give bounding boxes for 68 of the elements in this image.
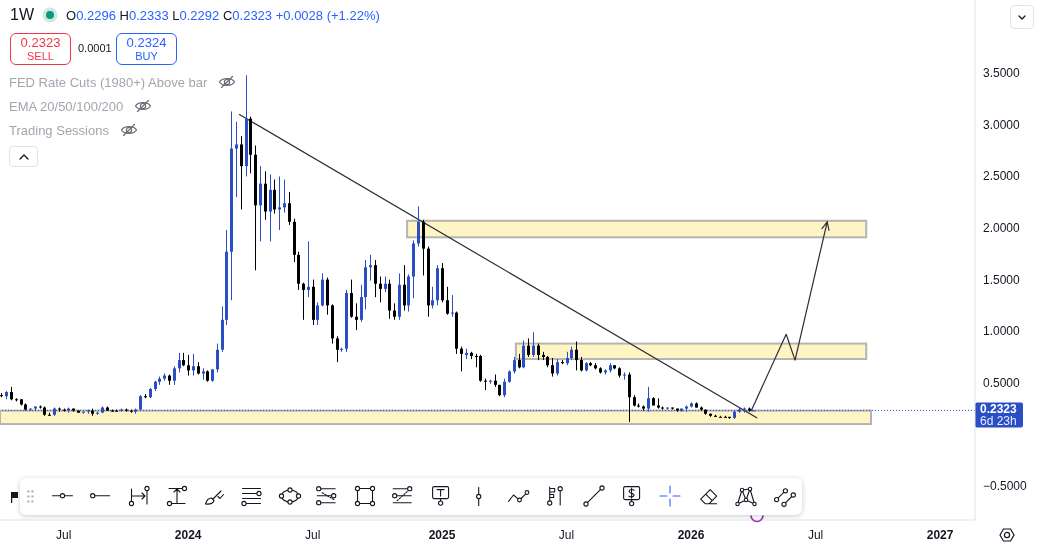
buy-button: 0.2324 BUY xyxy=(116,33,177,65)
y-tick-label: 1.0000 xyxy=(983,324,1021,339)
candlestick xyxy=(628,371,631,423)
x-tick-label: Jul xyxy=(305,528,321,542)
annotation: Trading Sessions xyxy=(9,122,109,138)
candlestick xyxy=(336,335,339,363)
y-tick-label: 1.5000 xyxy=(983,272,1021,287)
candlestick xyxy=(259,165,262,242)
candlestick xyxy=(417,205,420,248)
candlestick xyxy=(379,276,382,303)
candlestick xyxy=(240,135,243,210)
annotation: EMA 20/50/100/200 xyxy=(9,98,124,114)
candlestick xyxy=(307,240,310,298)
y-tick-label: 2.5000 xyxy=(983,169,1021,184)
x-tick-label: Jul xyxy=(558,528,575,542)
candlestick xyxy=(350,279,353,319)
candlestick xyxy=(360,284,363,323)
candlestick xyxy=(484,378,487,391)
sell-button: 0.2323 SELL xyxy=(10,33,71,65)
x-tick-label: 2026 xyxy=(677,528,705,542)
candlestick xyxy=(369,254,372,282)
candlestick xyxy=(269,173,272,242)
candlestick xyxy=(192,353,195,377)
candlestick xyxy=(532,331,535,358)
x-tick-label: 2027 xyxy=(926,528,954,542)
x-tick-label: 2024 xyxy=(174,528,202,542)
candlestick xyxy=(278,175,281,231)
candlestick xyxy=(527,337,530,358)
y-tick-label: 3.5000 xyxy=(983,66,1021,81)
candlestick xyxy=(460,346,463,372)
candlestick xyxy=(288,191,291,226)
annotation: FED Rate Cuts (1980+) Above bar xyxy=(9,74,208,90)
y-tick-label: 3.0000 xyxy=(983,117,1021,132)
candlestick xyxy=(302,282,305,321)
candlestick xyxy=(39,404,42,410)
annotation: 0.2323 xyxy=(19,35,62,50)
candlestick xyxy=(623,371,626,381)
x-tick-label: 2025 xyxy=(428,528,456,542)
candlestick xyxy=(575,341,578,371)
candlestick xyxy=(551,357,554,378)
candlestick xyxy=(374,259,377,298)
candlestick xyxy=(173,365,176,386)
candlestick xyxy=(235,121,238,198)
candlestick xyxy=(178,352,181,373)
candlestick xyxy=(503,378,506,398)
candlestick xyxy=(273,179,276,215)
annotation: BUY xyxy=(134,50,159,63)
y-tick-label: −0.5000 xyxy=(983,478,1028,493)
candlestick xyxy=(446,286,449,316)
y-tick-label: 0.5000 xyxy=(983,375,1021,390)
text: O0.2296 H0.2333 L0.2292 C0.2323 +0.0028 (+1.22%) xyxy=(66,7,380,23)
candlestick xyxy=(431,286,434,309)
annotation: 0.2324 xyxy=(125,35,168,50)
y-tick-label: 2.0000 xyxy=(983,221,1021,236)
candlestick xyxy=(522,339,525,369)
x-tick-label: Jul xyxy=(55,528,72,542)
annotation: 0.0001 xyxy=(78,42,112,54)
candlestick xyxy=(202,367,205,381)
candlestick xyxy=(187,354,190,377)
candlestick xyxy=(283,179,286,214)
candlestick xyxy=(355,302,358,331)
candlestick xyxy=(451,294,454,318)
candlestick xyxy=(216,343,219,373)
candlestick xyxy=(316,301,319,326)
chart-title: 1W xyxy=(10,6,34,23)
annotation: SELL xyxy=(26,50,55,63)
candlestick xyxy=(403,264,406,312)
x-tick-label: Jul xyxy=(807,528,824,542)
